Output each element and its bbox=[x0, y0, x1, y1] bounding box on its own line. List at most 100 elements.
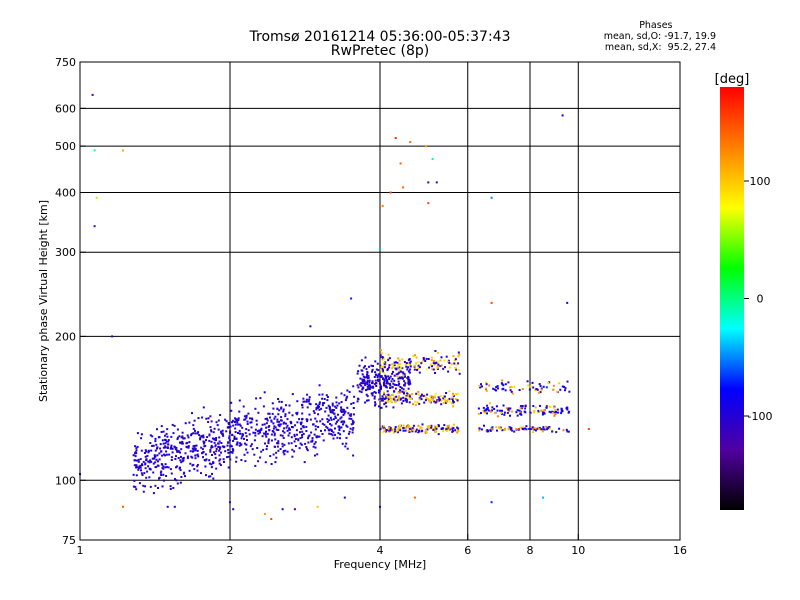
data-point bbox=[397, 365, 400, 368]
data-point bbox=[330, 428, 333, 431]
data-point bbox=[152, 444, 155, 447]
data-point bbox=[412, 428, 415, 431]
data-point bbox=[192, 424, 195, 427]
data-point bbox=[331, 408, 334, 411]
data-point bbox=[173, 424, 176, 427]
x-tick-label: 10 bbox=[571, 544, 585, 557]
data-point bbox=[340, 406, 343, 409]
data-point bbox=[277, 423, 280, 426]
data-point bbox=[359, 377, 362, 380]
data-point bbox=[503, 411, 506, 414]
data-point bbox=[422, 358, 425, 361]
data-point bbox=[308, 402, 311, 405]
data-point bbox=[259, 456, 262, 459]
data-point bbox=[213, 441, 216, 444]
data-point bbox=[279, 423, 282, 426]
data-point bbox=[256, 447, 259, 449]
data-point bbox=[165, 450, 168, 453]
data-point bbox=[402, 372, 405, 375]
data-point bbox=[180, 455, 182, 458]
data-point bbox=[275, 451, 278, 454]
data-point bbox=[542, 428, 545, 431]
data-point bbox=[491, 409, 493, 412]
data-point bbox=[389, 375, 392, 378]
data-point bbox=[238, 423, 241, 426]
data-point bbox=[494, 412, 497, 415]
data-point bbox=[227, 422, 230, 424]
data-point bbox=[222, 434, 225, 437]
data-point bbox=[327, 414, 330, 417]
data-point bbox=[166, 466, 168, 469]
data-point bbox=[377, 379, 380, 382]
data-point bbox=[371, 381, 374, 384]
data-point bbox=[521, 426, 524, 429]
data-point bbox=[549, 427, 552, 430]
data-point bbox=[457, 351, 460, 354]
data-point bbox=[237, 423, 240, 426]
data-point bbox=[490, 501, 493, 504]
data-point bbox=[160, 450, 163, 453]
data-point bbox=[397, 384, 400, 387]
data-point bbox=[504, 389, 507, 392]
data-point bbox=[234, 421, 237, 423]
data-point bbox=[511, 392, 514, 395]
data-point bbox=[175, 466, 177, 469]
data-point bbox=[381, 395, 384, 398]
data-point bbox=[265, 426, 268, 429]
data-point bbox=[237, 432, 239, 434]
data-point bbox=[309, 418, 312, 421]
data-point bbox=[306, 406, 309, 409]
data-point bbox=[174, 448, 177, 451]
data-point bbox=[352, 407, 355, 409]
data-point bbox=[356, 400, 359, 403]
data-point bbox=[206, 436, 209, 439]
data-point bbox=[340, 426, 343, 429]
data-point bbox=[436, 366, 439, 369]
data-point bbox=[445, 428, 448, 431]
data-point bbox=[400, 397, 403, 400]
data-point bbox=[367, 399, 370, 402]
data-point bbox=[409, 365, 412, 368]
data-point bbox=[238, 399, 241, 402]
data-point bbox=[240, 459, 243, 461]
data-point bbox=[364, 401, 367, 404]
data-point bbox=[266, 445, 268, 448]
data-point bbox=[562, 429, 565, 432]
data-point bbox=[154, 440, 157, 443]
data-point bbox=[333, 409, 335, 412]
data-point bbox=[553, 406, 556, 409]
data-point bbox=[382, 425, 385, 428]
data-point bbox=[288, 427, 291, 430]
data-point bbox=[164, 445, 167, 448]
data-point bbox=[445, 400, 448, 403]
data-point bbox=[176, 428, 179, 431]
data-point bbox=[143, 472, 146, 475]
data-point bbox=[265, 435, 268, 438]
data-point bbox=[402, 377, 404, 380]
data-point bbox=[229, 431, 231, 434]
data-point bbox=[391, 372, 394, 375]
data-point bbox=[364, 384, 367, 387]
data-point bbox=[210, 463, 213, 466]
data-point bbox=[390, 397, 393, 400]
data-point bbox=[486, 412, 488, 415]
data-point bbox=[196, 469, 199, 472]
data-point bbox=[348, 430, 351, 433]
data-point bbox=[374, 371, 377, 374]
data-point bbox=[405, 362, 408, 365]
data-point bbox=[383, 363, 386, 366]
data-point bbox=[188, 469, 191, 472]
data-point bbox=[283, 431, 286, 434]
data-point bbox=[280, 419, 282, 422]
data-point bbox=[284, 449, 287, 452]
data-point bbox=[215, 437, 218, 439]
data-point bbox=[342, 414, 345, 416]
data-point bbox=[111, 335, 114, 338]
data-point bbox=[361, 380, 364, 383]
data-point bbox=[146, 454, 149, 457]
y-tick-label: 100 bbox=[55, 474, 76, 487]
data-point bbox=[294, 445, 297, 447]
data-point bbox=[394, 137, 397, 139]
data-point bbox=[538, 383, 541, 386]
data-point bbox=[399, 424, 401, 427]
